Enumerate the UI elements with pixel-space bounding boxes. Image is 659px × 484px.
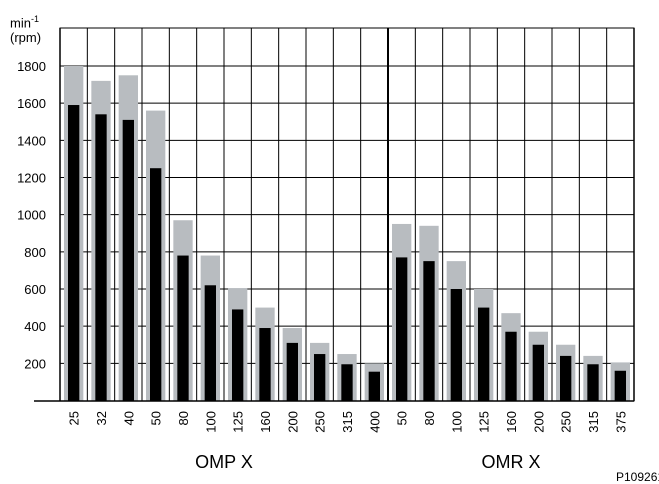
x-tick-label: 125 [477, 411, 492, 433]
y-tick-label: 400 [24, 319, 46, 334]
group-label: OMR X [481, 452, 540, 472]
x-tick-label: 125 [231, 411, 246, 433]
bar-continuous [560, 355, 572, 401]
y-axis-unit-main: min [10, 15, 31, 31]
bar-continuous [396, 257, 408, 401]
bar-continuous [423, 261, 435, 401]
x-tick-label: 25 [67, 411, 82, 425]
reference-code: P109261 [616, 470, 659, 484]
x-tick-label: 100 [449, 411, 464, 433]
bar-continuous [204, 285, 216, 401]
x-tick-label: 100 [203, 411, 218, 433]
bar-continuous [532, 344, 544, 401]
bar-continuous [314, 354, 326, 401]
bar-continuous [122, 119, 134, 401]
x-tick-label: 160 [258, 411, 273, 433]
y-tick-label: 1400 [17, 133, 46, 148]
group-label: OMP X [195, 452, 253, 472]
x-tick-label: 250 [313, 411, 328, 433]
y-tick-label: 1600 [17, 96, 46, 111]
bar-continuous [587, 364, 599, 401]
x-tick-label: 160 [504, 411, 519, 433]
y-tick-label: 1000 [17, 208, 46, 223]
bar-continuous [286, 342, 298, 401]
bar-continuous [232, 309, 244, 401]
x-tick-label: 250 [559, 411, 574, 433]
bar-continuous [259, 328, 271, 401]
y-tick-label: 600 [24, 282, 46, 297]
bar-continuous [505, 331, 517, 401]
bar-continuous [95, 114, 107, 401]
x-tick-label: 200 [285, 411, 300, 433]
x-tick-label: 315 [586, 411, 601, 433]
bar-continuous [478, 307, 490, 401]
x-tick-label: 375 [613, 411, 628, 433]
y-axis-unit-rpm: (rpm) [10, 30, 42, 46]
x-tick-label: 50 [395, 411, 410, 425]
x-tick-label: 400 [367, 411, 382, 433]
y-tick-label: 800 [24, 245, 46, 260]
x-tick-label: 80 [422, 411, 437, 425]
bar-continuous [150, 168, 162, 401]
y-tick-label: 200 [24, 356, 46, 371]
x-tick-label: 200 [531, 411, 546, 433]
bar-continuous [614, 370, 626, 401]
bar-continuous [450, 289, 462, 401]
x-tick-label: 80 [176, 411, 191, 425]
y-axis-unit: min-1 (rpm) [10, 12, 41, 45]
x-tick-label: 40 [121, 411, 136, 425]
bar-continuous [177, 255, 189, 401]
x-tick-label: 32 [94, 411, 109, 425]
bar-continuous [68, 105, 80, 401]
y-tick-label: 1800 [17, 59, 46, 74]
x-tick-label: 315 [340, 411, 355, 433]
bar-continuous [341, 364, 353, 401]
x-tick-label: 50 [149, 411, 164, 425]
y-axis-unit-exponent: -1 [30, 14, 39, 24]
bar-continuous [368, 371, 380, 401]
y-tick-label: 1200 [17, 171, 46, 186]
